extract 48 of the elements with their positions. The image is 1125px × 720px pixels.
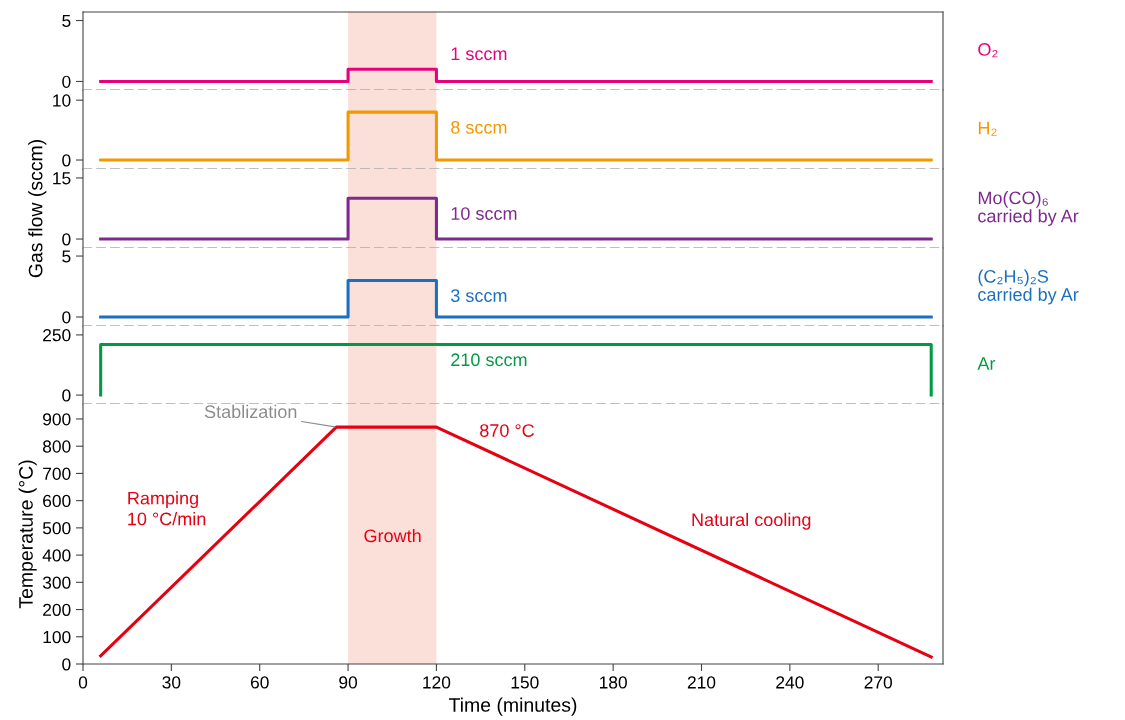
y-tick-label: 900 (43, 413, 71, 426)
y-tick-label: 0 (62, 389, 71, 402)
y-tick-label: 200 (43, 603, 71, 617)
y-tick-label: 700 (43, 467, 71, 480)
y-tick-label: 500 (42, 522, 71, 535)
x-tick-label: 150 (511, 676, 539, 689)
x-tick-label: 60 (250, 676, 269, 689)
data-label: 1 sccm (451, 47, 507, 61)
x-tick-label: 0 (78, 676, 88, 689)
y-tick-label: 400 (42, 549, 71, 562)
y-tick-label: 800 (42, 440, 71, 453)
y-tick-label: 15 (53, 172, 71, 185)
y-tick-label: 0 (62, 311, 71, 324)
x-tick-label: 90 (339, 676, 358, 689)
text: Ar (977, 357, 996, 370)
text: Mo(CO)₆ carried by Ar (978, 191, 1079, 226)
text: O₂ (978, 43, 998, 58)
y-tick-label: 10 (53, 94, 71, 107)
y-tick-label: 0 (62, 75, 71, 88)
annotation: Growth (364, 528, 421, 543)
y-tick-label: 250 (43, 329, 71, 342)
x-tick-label: 270 (864, 676, 893, 689)
x-axis-title: Time (minutes) (448, 697, 577, 716)
y-tick-label: 0 (62, 658, 71, 671)
annotation: Stablization (204, 404, 297, 419)
data-label: 10 sccm (451, 207, 517, 220)
y-tick-label: 0 (62, 154, 71, 167)
data-label: 8 sccm (451, 120, 507, 134)
text: (C₂H₅)₂S carried by Ar (978, 269, 1079, 305)
annotation: Natural cooling (692, 512, 811, 530)
data-label: 3 sccm (451, 289, 507, 303)
text: H₂ (978, 121, 997, 136)
x-tick-label: 240 (776, 676, 804, 689)
y-tick-label: 100 (43, 630, 71, 644)
annotation: 870 °C (480, 424, 534, 437)
y-tick-label: 5 (62, 14, 71, 27)
y-tick-label: 300 (42, 576, 71, 589)
y-tick-label: 0 (62, 233, 71, 246)
y-axis-title: Temperature (°C) (18, 460, 37, 609)
y-axis-title: Gas flow (sccm) (28, 140, 47, 278)
x-tick-label: 180 (599, 676, 627, 689)
y-tick-label: 5 (62, 250, 71, 263)
x-tick-label: 120 (423, 676, 451, 689)
annotation: Ramping 10 °C/min (128, 491, 206, 526)
data-label: 210 sccm (451, 353, 527, 367)
x-tick-label: 210 (687, 676, 716, 689)
y-tick-label: 600 (43, 494, 71, 508)
x-tick-label: 30 (162, 676, 181, 689)
